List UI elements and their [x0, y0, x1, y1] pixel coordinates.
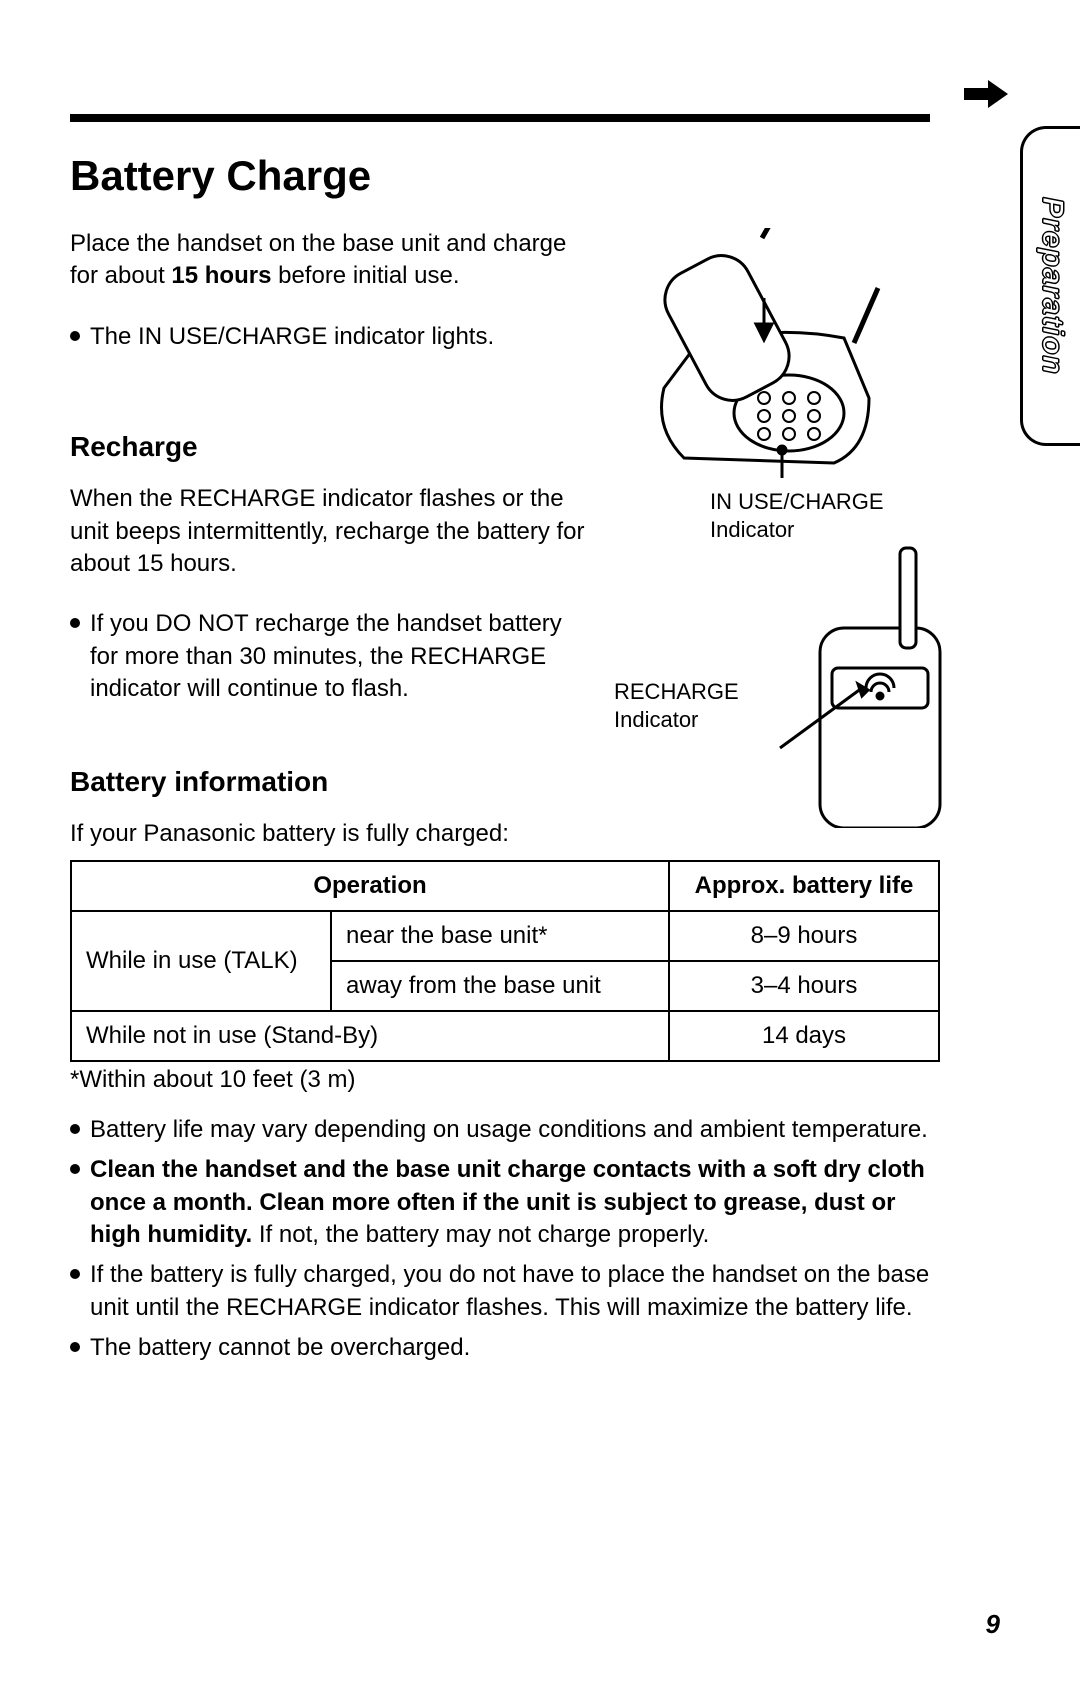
fig2-caption-line1: RECHARGE — [614, 678, 774, 706]
table-cell: 8–9 hours — [669, 911, 939, 961]
intro-paragraph: Place the handset on the base unit and c… — [70, 228, 590, 293]
table-row: While in use (TALK) near the base unit* … — [71, 911, 939, 961]
page-title: Battery Charge — [70, 152, 1010, 200]
left-column: Place the handset on the base unit and c… — [70, 228, 590, 706]
table-cell: 14 days — [669, 1011, 939, 1061]
table-footnote: *Within about 10 feet (3 m) — [70, 1066, 1010, 1094]
table-row: While not in use (Stand-By) 14 days — [71, 1011, 939, 1061]
note-item: Clean the handset and the base unit char… — [70, 1154, 950, 1251]
figure-handset-caption: RECHARGE Indicator — [614, 678, 774, 733]
table-cell: away from the base unit — [331, 961, 669, 1011]
bullet-dot-icon — [70, 331, 80, 341]
section-tab-label: Preparation — [1035, 197, 1069, 375]
bullet-dot-icon — [70, 1164, 80, 1174]
page-number: 9 — [986, 1609, 1000, 1640]
recharge-paragraph: When the RECHARGE indicator flashes or t… — [70, 483, 590, 580]
section-tab: Preparation — [1020, 126, 1080, 446]
table-cell: While in use (TALK) — [71, 911, 331, 1011]
table-header-life: Approx. battery life — [669, 861, 939, 911]
fig2-caption-line2: Indicator — [614, 706, 774, 734]
table-cell: While not in use (Stand-By) — [71, 1011, 669, 1061]
recharge-heading: Recharge — [70, 431, 590, 463]
top-rule — [70, 114, 930, 122]
continue-arrow-icon — [964, 80, 1008, 113]
note-text-rest: If not, the battery may not charge prope… — [252, 1221, 709, 1248]
battery-life-table: Operation Approx. battery life While in … — [70, 860, 940, 1062]
recharge-bullet-text: If you DO NOT recharge the handset batte… — [90, 608, 590, 705]
fig1-caption-line1: IN USE/CHARGE — [710, 488, 930, 516]
table-row: Operation Approx. battery life — [71, 861, 939, 911]
intro-bullet-text: The IN USE/CHARGE indicator lights. — [90, 321, 494, 353]
intro-bullet: The IN USE/CHARGE indicator lights. — [70, 321, 590, 353]
table-cell: 3–4 hours — [669, 961, 939, 1011]
note-text: Clean the handset and the base unit char… — [90, 1154, 950, 1251]
recharge-bullet: If you DO NOT recharge the handset batte… — [70, 608, 590, 705]
note-item: If the battery is fully charged, you do … — [70, 1259, 950, 1324]
intro-text-bold: 15 hours — [171, 262, 271, 289]
intro-text-post: before initial use. — [271, 262, 459, 289]
bullet-dot-icon — [70, 1124, 80, 1134]
figure-base-unit — [644, 228, 890, 483]
content: Place the handset on the base unit and c… — [70, 228, 1010, 1365]
note-text: The battery cannot be overcharged. — [90, 1332, 470, 1364]
bullet-dot-icon — [70, 1342, 80, 1352]
bullet-dot-icon — [70, 1269, 80, 1279]
notes-list: Battery life may vary depending on usage… — [70, 1114, 950, 1365]
table-header-operation: Operation — [71, 861, 669, 911]
note-text: Battery life may vary depending on usage… — [90, 1114, 928, 1146]
note-text: If the battery is fully charged, you do … — [90, 1259, 950, 1324]
note-item: The battery cannot be overcharged. — [70, 1332, 950, 1364]
figure-base-unit-caption: IN USE/CHARGE Indicator — [710, 488, 930, 543]
table-cell: near the base unit* — [331, 911, 669, 961]
bullet-dot-icon — [70, 618, 80, 628]
figure-handset — [770, 538, 950, 833]
page: Preparation Battery Charge Place the han… — [0, 0, 1080, 1686]
note-item: Battery life may vary depending on usage… — [70, 1114, 950, 1146]
